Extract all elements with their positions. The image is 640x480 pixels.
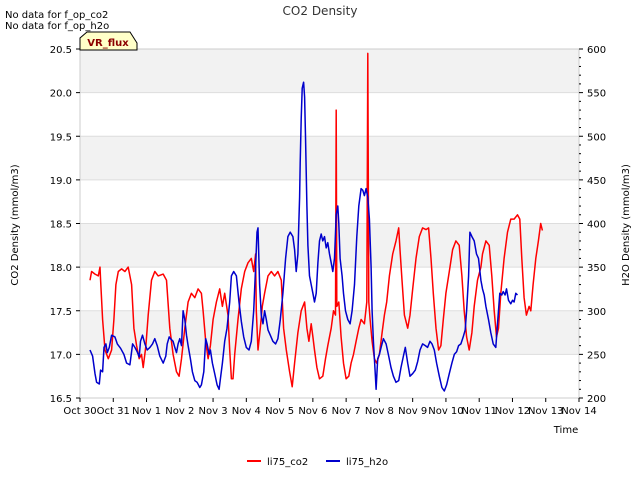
x-tick-label: Nov 8 (365, 406, 394, 417)
y-axis-right: 200 250 300 350 400 450 500 550 600 (579, 45, 606, 405)
x-tick-label: Nov 14 (561, 406, 596, 417)
x-tick-label: Nov 11 (461, 406, 496, 417)
y-axis-left-label: CO2 Density (mmol/m3) (10, 164, 21, 285)
y-axis-left: 16.5 17.0 17.5 18.0 18.5 19.0 19.5 20.0 20.5 (50, 45, 80, 405)
legend: li75_co2 li75_h2o (247, 457, 388, 468)
legend-label-co2: li75_co2 (267, 457, 308, 468)
y-right-tick-label: 350 (587, 263, 606, 274)
x-tick-label: Oct 30 (63, 406, 96, 417)
x-tick-label: Nov 10 (428, 406, 463, 417)
plot-band (80, 310, 579, 355)
x-tick-label: Nov 9 (398, 406, 427, 417)
site-badge: VR_flux (79, 31, 138, 51)
x-tick-label: Oct 31 (97, 406, 130, 417)
x-tick-label: Nov 13 (528, 406, 563, 417)
plot-band (80, 136, 579, 180)
plot-band (80, 223, 579, 268)
chart-title: CO2 Density (283, 4, 358, 18)
series-line-li75_co2 (89, 52, 544, 388)
x-tick-label: Nov 5 (265, 406, 294, 417)
x-tick-label: Nov 1 (132, 406, 161, 417)
y-right-tick-label: 450 (587, 176, 606, 187)
y-left-tick-label: 17.5 (50, 307, 72, 318)
legend-label-h2o: li75_h2o (346, 457, 388, 468)
x-tick-label: Nov 3 (199, 406, 228, 417)
y-right-tick-label: 400 (587, 220, 606, 231)
series-line-li75_h2o (89, 81, 519, 392)
y-right-tick-label: 500 (587, 132, 606, 143)
plot-band (80, 49, 579, 93)
y-axis-right-label: H2O Density (mmol/m3) (621, 164, 632, 286)
y-left-tick-label: 18.5 (50, 220, 72, 231)
plot-bands (80, 49, 579, 355)
badge-label: VR_flux (87, 38, 129, 49)
note-no-data-co2: No data for f_op_co2 (5, 10, 108, 21)
x-tick-label: Nov 7 (332, 406, 361, 417)
x-axis-label: Time (553, 425, 578, 436)
y-right-tick-label: 250 (587, 350, 606, 361)
y-left-tick-label: 20.0 (50, 89, 72, 100)
y-left-tick-label: 19.5 (50, 132, 72, 143)
y-right-tick-label: 200 (587, 394, 606, 405)
y-left-tick-label: 17.0 (50, 350, 72, 361)
x-axis: Oct 30 Oct 31 Nov 1 Nov 2 Nov 3 Nov 4 Nov 5 Nov… (63, 398, 597, 417)
y-right-tick-label: 300 (587, 307, 606, 318)
y-left-tick-label: 19.0 (50, 176, 72, 187)
x-tick-label: Nov 2 (165, 406, 194, 417)
badge-shape (79, 31, 138, 51)
x-tick-label: Nov 12 (495, 406, 530, 417)
y-right-tick-label: 600 (587, 45, 606, 56)
x-tick-label: Nov 6 (298, 406, 327, 417)
y-left-tick-label: 20.5 (50, 45, 72, 56)
y-left-tick-label: 16.5 (50, 394, 72, 405)
y-left-tick-label: 18.0 (50, 263, 72, 274)
note-no-data-h2o: No data for f_op_h2o (5, 21, 109, 32)
y-right-tick-label: 550 (587, 89, 606, 100)
series-layer (89, 52, 544, 392)
x-tick-label: Nov 4 (232, 406, 261, 417)
